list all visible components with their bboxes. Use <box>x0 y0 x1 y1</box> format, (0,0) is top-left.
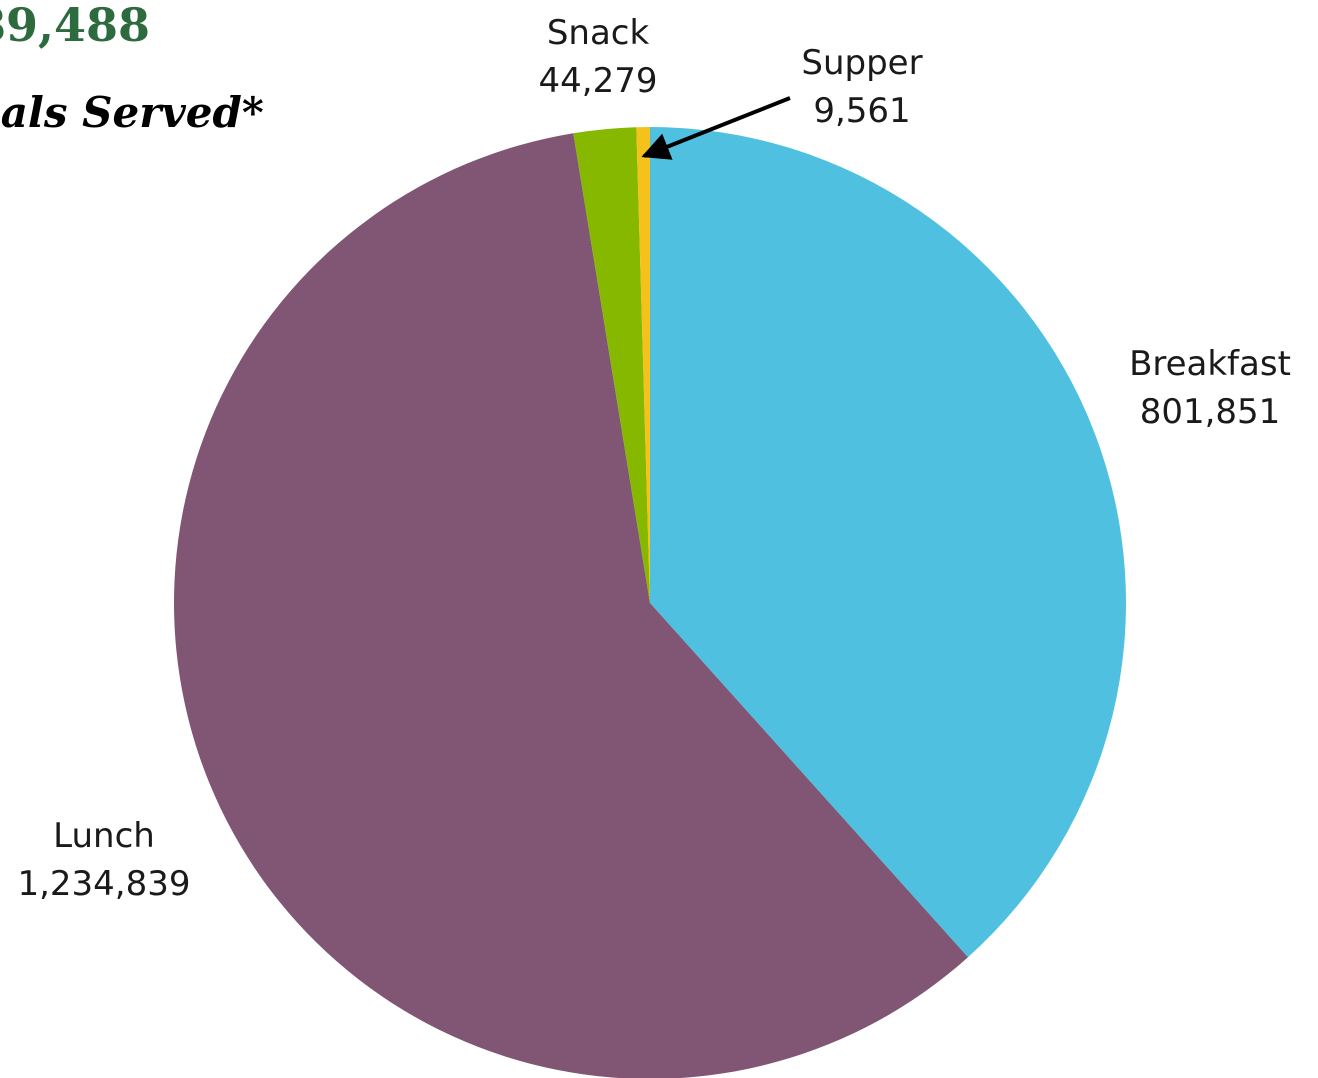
pie-slices <box>174 127 1126 1078</box>
slice-value-breakfast: 801,851 <box>1140 392 1281 432</box>
pie-slice-lunch <box>174 133 968 1078</box>
slice-value-lunch: 1,234,839 <box>17 864 190 904</box>
slice-label-breakfast: Breakfast <box>1129 344 1291 384</box>
pie-slice-breakfast <box>650 127 1126 958</box>
slice-value-supper: 9,561 <box>813 91 910 131</box>
supper-leader-arrow <box>641 96 791 160</box>
slice-value-snack: 44,279 <box>539 61 658 101</box>
slice-label-lunch: Lunch <box>53 816 155 856</box>
chart-subtitle: eals Served* <box>0 88 264 137</box>
slice-label-supper: Supper <box>801 43 922 83</box>
pie-slice-supper <box>636 127 650 603</box>
total-meals-value: 989,488 <box>0 0 151 52</box>
slice-label-snack: Snack <box>547 13 650 53</box>
pie-labels: Breakfast 801,851 Lunch 1,234,839 Snack 44,27… <box>17 13 1290 904</box>
pie-slice-snack <box>573 127 650 603</box>
